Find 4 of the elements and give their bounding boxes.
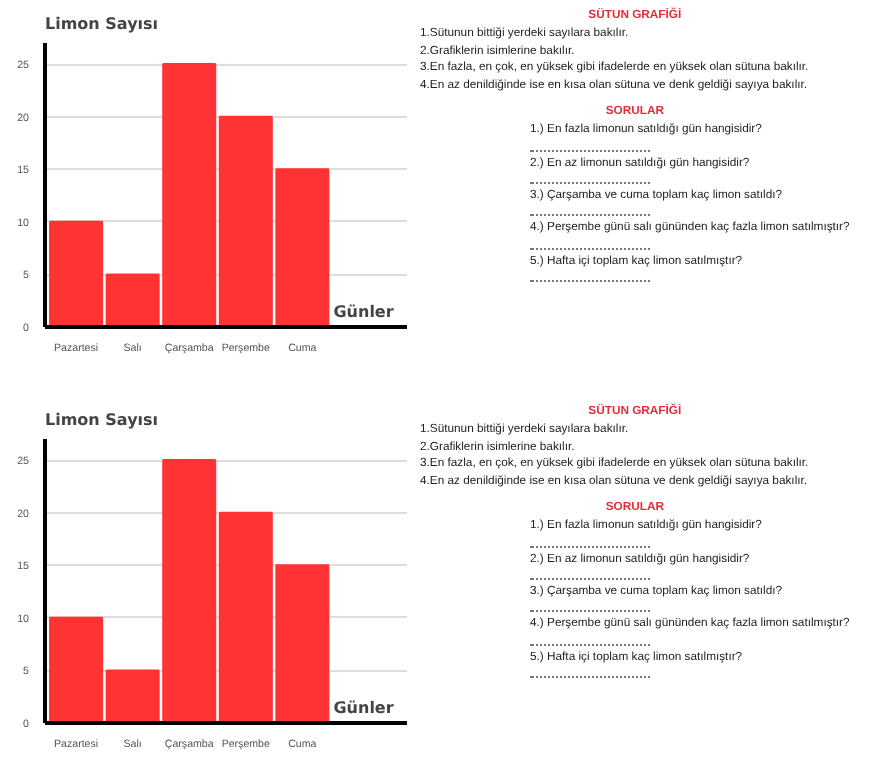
- x-axis-title: Günler: [333, 699, 394, 717]
- y-axis-title: Limon Sayısı: [45, 411, 159, 429]
- x-axis-title: Günler: [333, 303, 394, 321]
- y-axis-title: Limon Sayısı: [45, 15, 159, 33]
